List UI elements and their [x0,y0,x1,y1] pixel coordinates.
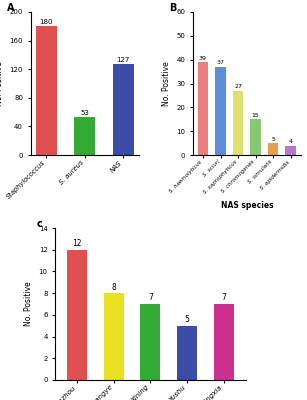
Text: 4: 4 [289,139,293,144]
Text: B: B [169,4,177,14]
Text: 39: 39 [199,56,207,61]
Text: 7: 7 [148,293,153,302]
Text: 127: 127 [117,57,130,63]
Y-axis label: No. Positive: No. Positive [0,61,4,106]
Text: c: c [36,219,42,229]
Text: 53: 53 [80,110,89,116]
Text: 180: 180 [40,19,53,25]
Bar [140,304,161,380]
Bar [198,62,208,155]
Bar [268,143,278,155]
Bar [215,67,226,155]
Bar [67,250,87,380]
Y-axis label: No. Positive: No. Positive [161,61,171,106]
Bar [104,293,124,380]
Text: 37: 37 [216,60,224,66]
Bar [214,304,234,380]
Bar [233,91,243,155]
Text: 8: 8 [111,282,116,292]
Text: 5: 5 [185,315,189,324]
Y-axis label: No. Positive: No. Positive [24,282,33,326]
Text: 12: 12 [72,239,82,248]
Text: 27: 27 [234,84,242,89]
Text: 5: 5 [271,137,275,142]
Text: A: A [7,4,14,14]
Bar [113,64,134,155]
Text: 15: 15 [252,113,259,118]
Bar [74,117,95,155]
Bar [286,146,296,155]
Bar [177,326,197,380]
Bar [250,119,261,155]
Bar [36,26,57,155]
Text: 7: 7 [221,293,226,302]
X-axis label: NAS species: NAS species [220,200,273,210]
